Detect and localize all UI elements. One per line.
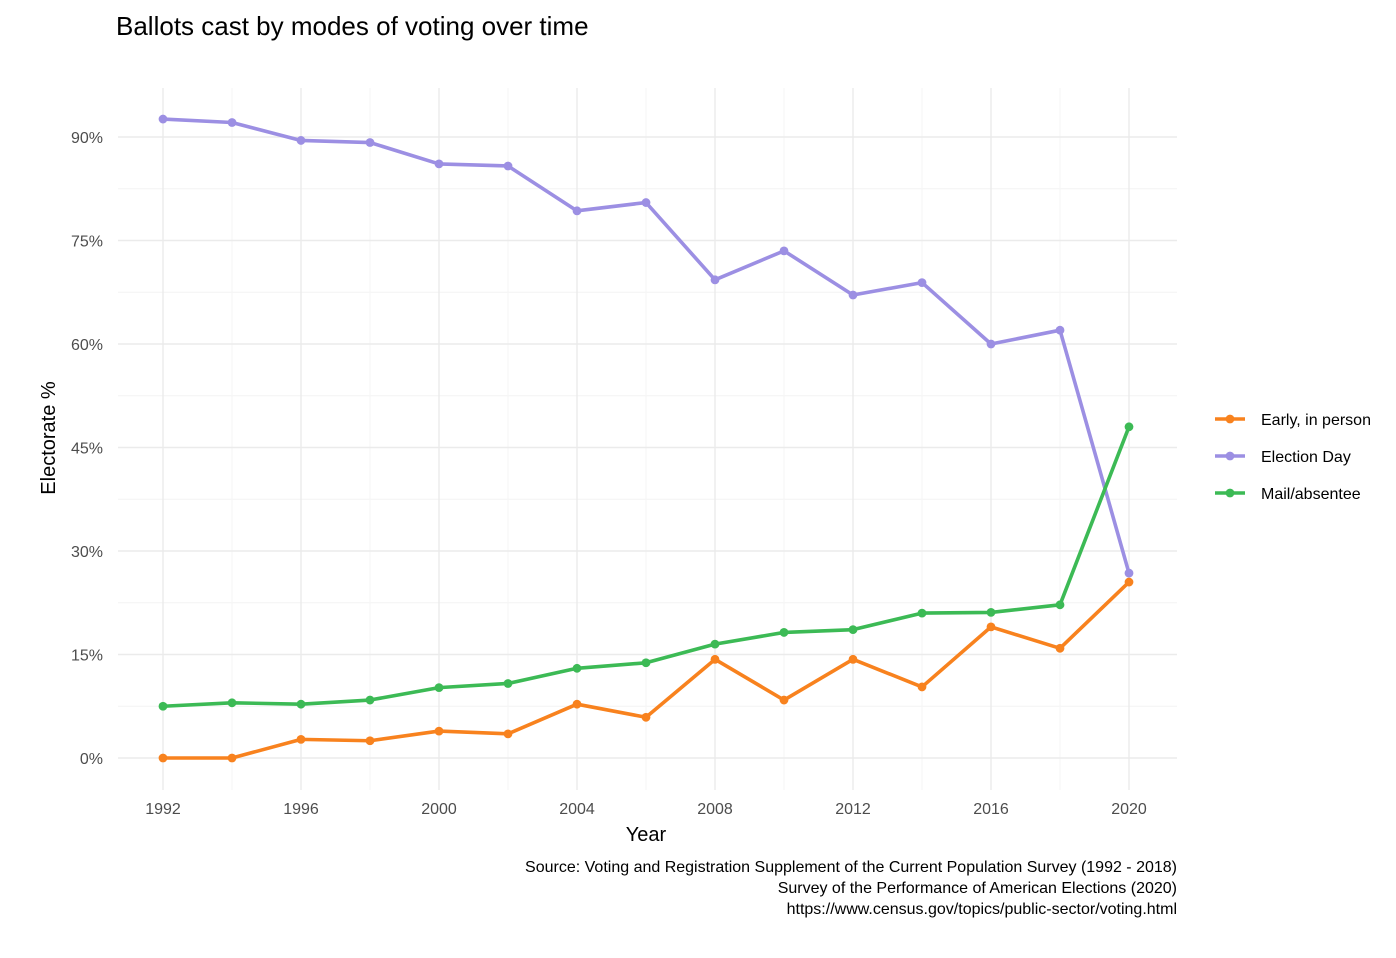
y-axis-ticks: 0% 15% 30% 45% 60% 75% 90% [71, 130, 103, 768]
data-point-mail-absentee [641, 658, 651, 668]
legend: Early, in person Election Day Mail/absente… [1215, 412, 1371, 503]
legend-key-point [1225, 414, 1235, 424]
data-point-election-day [641, 198, 651, 207]
y-tick-label: 15% [71, 648, 103, 665]
x-tick-label: 2000 [421, 801, 457, 818]
data-point-early-in-person [434, 726, 444, 736]
data-point-early-in-person [1124, 577, 1134, 587]
data-point-election-day [917, 278, 927, 287]
data-point-mail-absentee [572, 663, 582, 673]
data-point-mail-absentee [986, 608, 996, 617]
x-axis-ticks: 1992 1996 2000 2004 2008 2012 2016 2020 [145, 801, 1147, 818]
data-point-election-day [1055, 325, 1065, 335]
data-point-early-in-person [572, 699, 582, 709]
data-point-early-in-person [986, 622, 996, 632]
y-tick-label: 30% [71, 544, 103, 561]
data-point-early-in-person [1055, 643, 1065, 653]
x-axis-title: Year [626, 824, 667, 846]
data-point-election-day [572, 206, 582, 216]
y-axis-title: Electorate % [38, 381, 60, 495]
data-point-election-day [1124, 568, 1134, 578]
legend-item-mail-absentee: Mail/absentee [1215, 486, 1361, 503]
data-point-early-in-person [641, 712, 651, 722]
data-point-early-in-person [503, 729, 513, 739]
series-election-day [158, 114, 1134, 578]
data-point-election-day [848, 290, 858, 300]
series [158, 114, 1134, 763]
x-tick-label: 1992 [145, 801, 181, 818]
x-tick-label: 2016 [973, 801, 1009, 818]
legend-key-point [1225, 488, 1235, 498]
data-point-mail-absentee [158, 701, 168, 711]
data-point-mail-absentee [503, 679, 513, 688]
x-tick-label: 2020 [1111, 801, 1147, 818]
caption-source-line: Source: Voting and Registration Suppleme… [525, 859, 1177, 876]
data-point-mail-absentee [848, 625, 858, 635]
data-point-mail-absentee [779, 628, 789, 637]
series-early-in-person [158, 577, 1134, 763]
data-point-election-day [227, 118, 237, 127]
data-point-election-day [503, 161, 513, 171]
data-point-election-day [158, 114, 168, 124]
data-point-mail-absentee [917, 608, 927, 618]
data-point-mail-absentee [1055, 600, 1065, 610]
data-point-election-day [434, 159, 444, 169]
series-mail-absentee [158, 422, 1134, 711]
legend-label: Early, in person [1261, 412, 1371, 429]
caption-url-line: https://www.census.gov/topics/public-sec… [787, 901, 1177, 918]
y-tick-label: 45% [71, 441, 103, 458]
data-point-early-in-person [227, 753, 237, 763]
legend-label: Mail/absentee [1261, 486, 1361, 503]
data-point-early-in-person [779, 695, 789, 705]
data-point-early-in-person [158, 753, 168, 763]
x-tick-label: 2012 [835, 801, 871, 818]
data-point-early-in-person [365, 736, 375, 746]
data-point-early-in-person [296, 734, 306, 744]
legend-label: Election Day [1261, 449, 1351, 466]
y-tick-label: 60% [71, 337, 103, 354]
x-tick-label: 2004 [559, 801, 595, 818]
data-point-election-day [296, 136, 306, 145]
data-point-mail-absentee [1124, 422, 1134, 432]
chart-title: Ballots cast by modes of voting over tim… [116, 11, 589, 41]
data-point-election-day [986, 339, 996, 349]
data-point-early-in-person [848, 654, 858, 664]
legend-key-point [1225, 451, 1235, 461]
data-point-mail-absentee [710, 639, 720, 649]
data-point-mail-absentee [434, 683, 444, 693]
x-tick-label: 2008 [697, 801, 733, 818]
y-tick-label: 90% [71, 130, 103, 147]
y-tick-label: 75% [71, 234, 103, 251]
data-point-election-day [710, 275, 720, 285]
data-point-mail-absentee [227, 698, 237, 708]
legend-item-early-in-person: Early, in person [1215, 412, 1371, 429]
data-point-early-in-person [917, 682, 927, 692]
data-point-election-day [779, 246, 789, 256]
caption: Source: Voting and Registration Suppleme… [525, 859, 1177, 918]
y-tick-label: 0% [80, 751, 103, 768]
data-point-election-day [365, 138, 375, 147]
data-point-early-in-person [710, 654, 720, 664]
data-point-mail-absentee [365, 695, 375, 705]
x-tick-label: 1996 [283, 801, 319, 818]
caption-survey-line: Survey of the Performance of American El… [778, 880, 1177, 897]
legend-item-election-day: Election Day [1215, 449, 1351, 466]
grid [118, 88, 1177, 790]
data-point-mail-absentee [296, 699, 306, 709]
